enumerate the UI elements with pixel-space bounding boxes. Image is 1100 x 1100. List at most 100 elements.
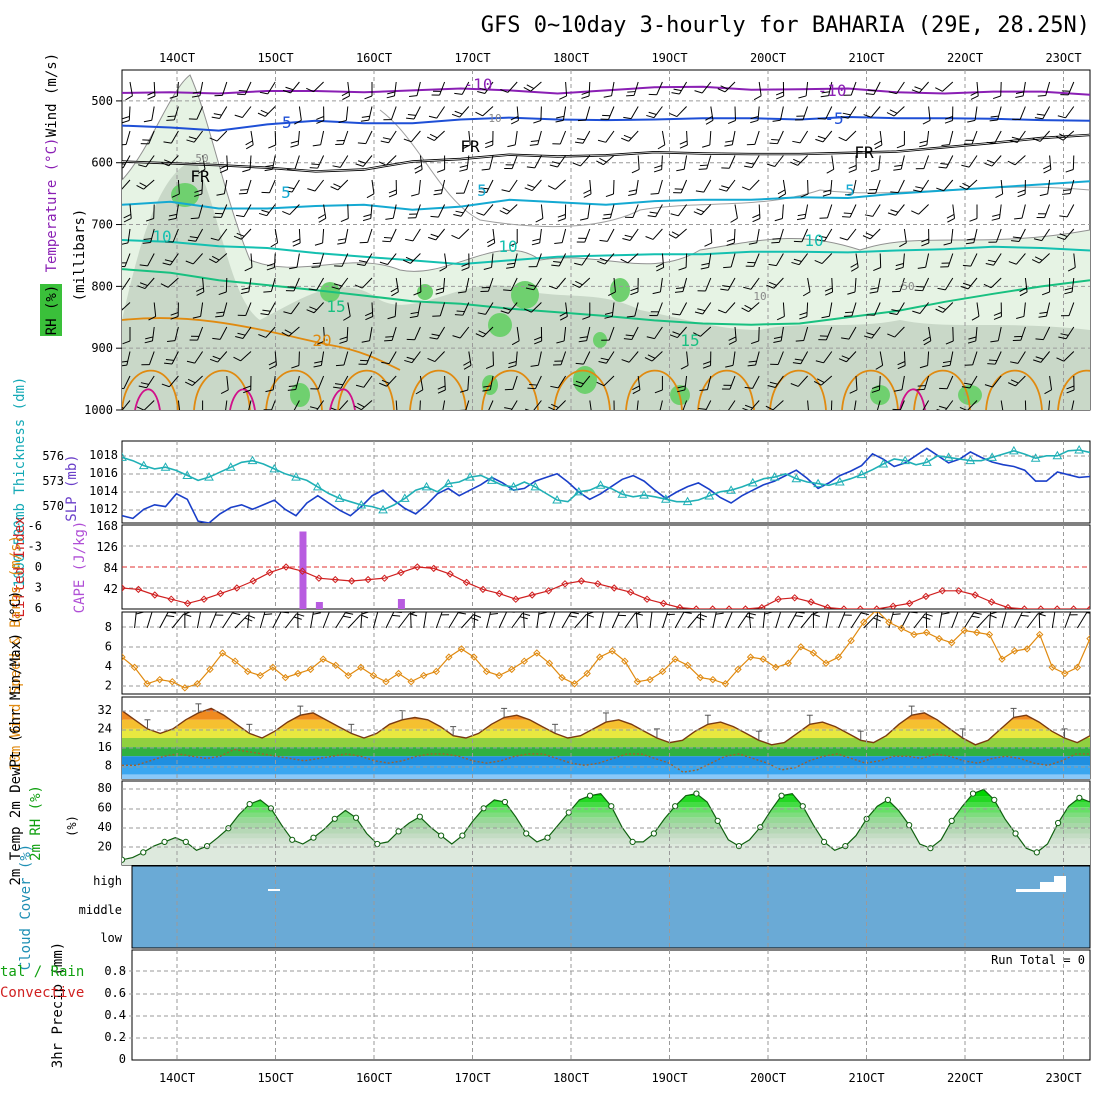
wind-barb [1000, 400, 1004, 410]
wind-barb [320, 130, 325, 145]
wind-barb-flag [429, 133, 438, 139]
wind-barb-flag [891, 309, 900, 312]
wind-barb [394, 302, 397, 317]
wind-barb [869, 228, 881, 240]
wind-barb-flag [388, 189, 397, 194]
dewpoint-line [122, 748, 1090, 773]
wind-barb [683, 155, 688, 170]
wind-barb-flag [971, 315, 980, 321]
contour-label: 5 [477, 181, 487, 200]
wind-barb-flag [741, 186, 750, 191]
wind-barb-flag [332, 165, 341, 168]
wind-barb-flag [726, 242, 735, 246]
wind-barb-flag [636, 612, 643, 615]
wind-barb-flag [357, 160, 366, 164]
wind-barb [510, 277, 518, 291]
wind-barb [751, 155, 760, 168]
li-marker [1037, 605, 1045, 609]
wind-barb-flag [914, 411, 922, 412]
label-cloud-cover: Cloud Cover (%) [18, 844, 34, 970]
rh-y-tick: 60 [98, 801, 112, 815]
wind-barb [488, 400, 494, 410]
wind-barb [444, 253, 448, 268]
wind-barb [295, 375, 300, 390]
wind-barb [134, 612, 137, 629]
cloud-high-4 [1054, 876, 1066, 892]
wind-barb-flag [534, 340, 542, 345]
wind-barb-flag [816, 239, 825, 242]
wind-barb [322, 228, 325, 244]
wind-barb-flag [163, 141, 172, 144]
x-tick-bottom: 16OCT [356, 1071, 392, 1085]
wind-barb-flag [122, 120, 130, 124]
wind-barb-flag [1032, 138, 1041, 142]
wind-barb-flag [743, 286, 752, 290]
wind-barb [995, 228, 1002, 243]
wind-barb [583, 351, 591, 365]
thickness-line-marker [225, 462, 236, 471]
wind-barb-flag [725, 140, 734, 143]
wind-barb-flag [556, 115, 565, 119]
rh-marker [650, 830, 657, 837]
rh-marker [1076, 794, 1083, 801]
wind-barb [473, 612, 476, 629]
wind-barb [340, 375, 349, 389]
wind-barb [975, 326, 978, 341]
wind-barb [298, 228, 301, 244]
thickness-line-marker [269, 463, 280, 473]
wind-barb-flag [356, 263, 365, 266]
upper-air-side-labels: (millibars) Wind (m/s) Temperature (°C) … [40, 53, 88, 336]
wind-barb-flag [1041, 291, 1050, 296]
wind-barb-flag [138, 164, 147, 168]
wind-barb-flag [799, 316, 808, 320]
wind-barb-flag [826, 168, 834, 174]
isotherm-warm [409, 369, 467, 410]
wind-barb-flag [853, 409, 855, 410]
wind-barb-flag [365, 312, 373, 317]
wind-barb [561, 228, 567, 243]
wind-barb-flag [483, 385, 492, 388]
thickness-y-tick: 576 [42, 449, 64, 463]
wind-barb [944, 277, 954, 291]
wind-marker [860, 618, 868, 626]
wind-barb-flag [366, 193, 375, 199]
wind-barb-flag [240, 414, 248, 415]
wind-barb [637, 375, 641, 390]
wind-barb-flag [184, 612, 192, 615]
wind-barb [913, 613, 926, 629]
wind-barb-flag [820, 95, 829, 98]
rh-marker [501, 798, 509, 806]
contour-label: 5 [845, 181, 855, 200]
wind-barb-flag [1058, 133, 1067, 139]
wind-barb-flag [170, 312, 179, 316]
rh-marker [140, 849, 147, 856]
wind-barb-flag [312, 144, 321, 147]
wind-barb-flag [355, 163, 364, 167]
wind-barb-flag [290, 140, 299, 144]
wind-frame [121, 611, 1091, 695]
wind-barb-flag [922, 336, 931, 342]
wind-barb [733, 228, 736, 244]
wind-barb-flag [164, 362, 173, 365]
wind-barb-flag [792, 362, 801, 365]
wind-barb-flag [870, 168, 879, 172]
wind-barb-flag [260, 109, 269, 115]
wind-barb [537, 130, 542, 145]
wind-barb [220, 204, 228, 218]
wind-barb-flag [583, 189, 591, 194]
wind-barb-flag [212, 355, 221, 360]
wind-barb-flag [916, 388, 925, 391]
wind-barb [604, 253, 615, 265]
wind-barb-flag [435, 287, 444, 291]
wind-barb-flag [886, 112, 895, 117]
wind-barb [701, 81, 712, 94]
wind-barb [434, 130, 445, 141]
wind-barb-flag [268, 364, 277, 370]
rh-marker [122, 856, 126, 863]
wind-barb [807, 277, 811, 292]
wind-barb-flag [287, 389, 296, 391]
contour-label: 10 [152, 227, 171, 246]
wind-barb-flag [554, 242, 563, 245]
wind-barb-flag [945, 340, 954, 345]
wind-barb-flag [333, 183, 341, 188]
